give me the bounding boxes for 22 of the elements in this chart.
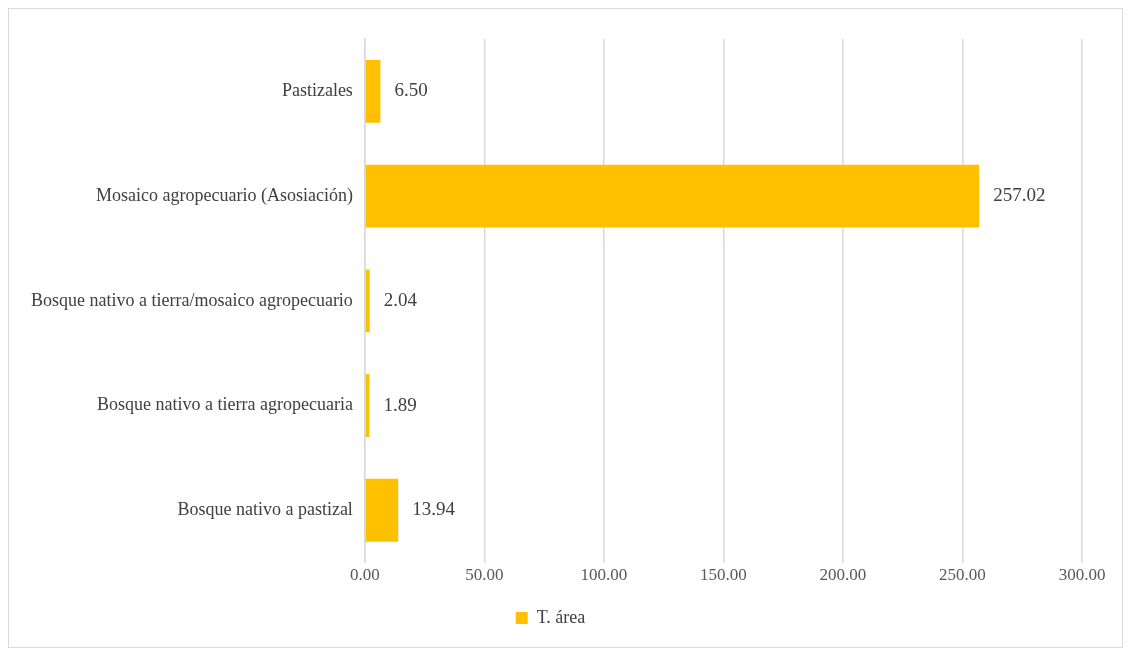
data-label: 1.89 bbox=[383, 393, 417, 415]
y-tick-label: Bosque nativo a tierra/mosaico agropecuario bbox=[30, 289, 353, 310]
data-label: 6.50 bbox=[394, 79, 428, 101]
y-tick-label: Bosque nativo a pastizal bbox=[177, 498, 353, 519]
data-label: 13.94 bbox=[412, 498, 456, 520]
bar bbox=[365, 59, 381, 123]
x-tick-label: 50.00 bbox=[465, 565, 504, 585]
x-tick-label: 300.00 bbox=[1058, 565, 1106, 585]
x-tick-label: 200.00 bbox=[819, 565, 867, 585]
x-tick-label: 250.00 bbox=[939, 565, 986, 585]
legend-label: T. área bbox=[536, 606, 586, 627]
bar bbox=[365, 164, 980, 228]
x-tick-label: 150.00 bbox=[700, 565, 747, 585]
bar bbox=[365, 269, 370, 333]
bar bbox=[365, 478, 399, 542]
y-tick-label: Mosaico agropecuario (Asosiación) bbox=[95, 184, 353, 206]
x-tick-label: 0.00 bbox=[350, 565, 380, 585]
data-label: 2.04 bbox=[383, 288, 418, 310]
y-tick-label: Pastizales bbox=[281, 80, 353, 101]
y-tick-label: Bosque nativo a tierra agropecuaria bbox=[96, 394, 353, 415]
data-label: 257.02 bbox=[993, 184, 1046, 206]
x-tick-label: 100.00 bbox=[580, 565, 628, 585]
